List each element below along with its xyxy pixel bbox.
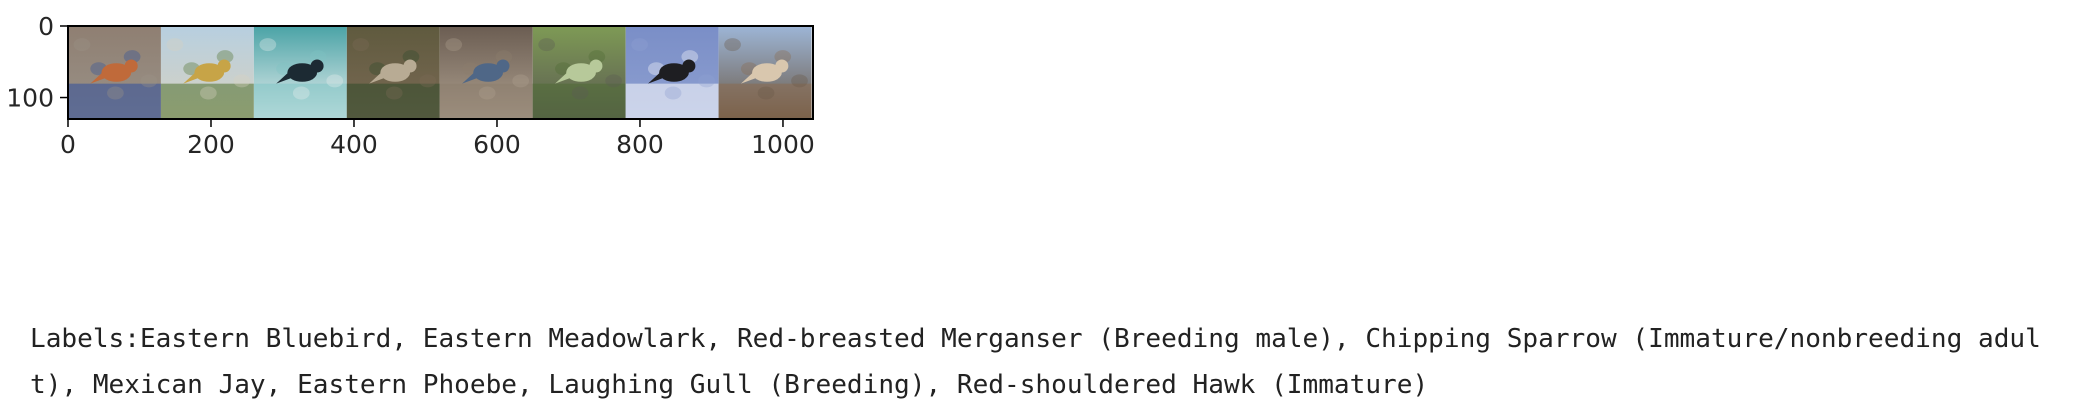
image-tile-eastern-phoebe: [532, 26, 626, 119]
axes-frame: [67, 25, 814, 120]
x-tick-label: 0: [60, 130, 76, 159]
y-tick-label: 100: [6, 84, 54, 113]
image-tile-laughing-gull-breeding: [625, 26, 719, 119]
y-tick-label: 0: [38, 12, 54, 41]
image-tile-red-shouldered-hawk-immature: [718, 26, 812, 119]
labels-output-text: Labels:Eastern Bluebird, Eastern Meadowl…: [30, 324, 2041, 400]
image-tile-eastern-meadowlark: [160, 26, 254, 119]
image-tile-mexican-jay: [439, 26, 533, 119]
image-tile-red-breasted-merganser-breeding-male: [253, 26, 347, 119]
x-tick-label: 200: [187, 130, 235, 159]
image-tile-chipping-sparrow-immature-nonbreeding-adult: [346, 26, 440, 119]
x-axis-ticks: 0 200 400 600 800 1000: [60, 119, 815, 159]
image-tile-eastern-bluebird: [68, 26, 161, 119]
y-axis-ticks: 0 100: [6, 12, 68, 113]
x-tick-label: 600: [473, 130, 521, 159]
image-tiles: [68, 26, 812, 119]
x-tick-label: 400: [330, 130, 378, 159]
x-tick-label: 1000: [751, 130, 815, 159]
x-tick-label: 800: [616, 130, 664, 159]
